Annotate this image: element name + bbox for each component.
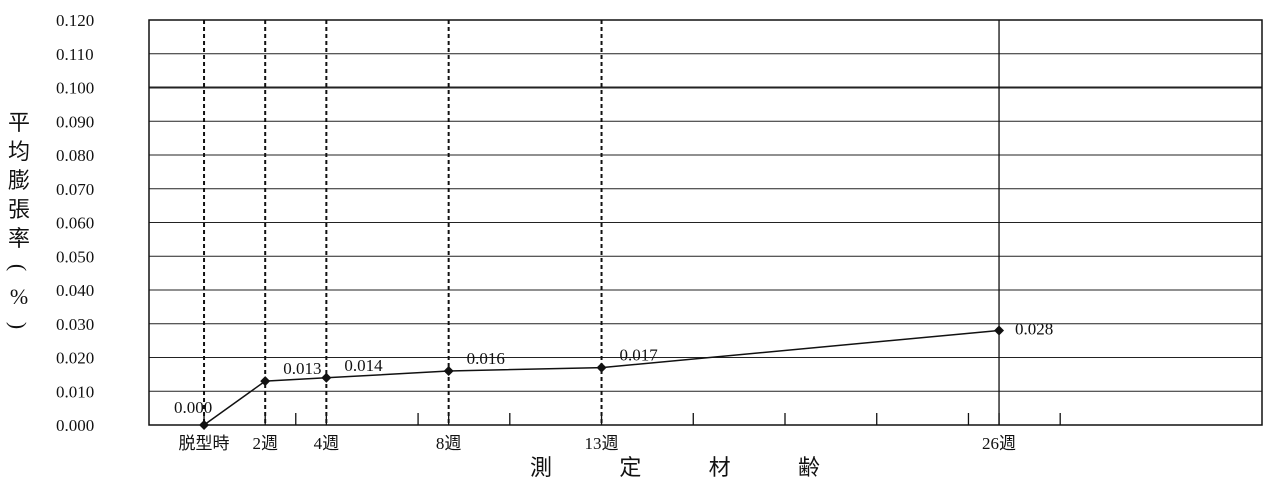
x-axis-label-char: 定 [619, 455, 642, 480]
x-tick-label: 脱型時 [179, 434, 230, 453]
y-axis-label-char: ( [6, 263, 32, 272]
data-point-marker [443, 366, 454, 376]
x-axis-label-char: 測 [530, 455, 553, 480]
y-axis-label-char: ) [6, 321, 32, 330]
data-label: 0.013 [283, 359, 321, 378]
x-axis-label: 測 定 材 齢 [530, 454, 820, 482]
y-axis-label-char: 均 [7, 139, 30, 164]
x-tick-label: 2週 [252, 434, 278, 453]
y-axis-label: 平 均 膨 張 率 ( % ) [6, 108, 32, 340]
x-tick-label: 13週 [585, 434, 619, 453]
data-point-marker [994, 325, 1005, 336]
data-point-marker [596, 362, 607, 373]
x-axis-label-char: 齢 [797, 455, 820, 480]
x-axis-label-char: 材 [708, 455, 731, 480]
y-tick-label: 0.010 [56, 382, 94, 401]
data-point-marker [260, 376, 271, 387]
x-tick-label: 4週 [314, 434, 340, 453]
y-tick-label: 0.030 [56, 315, 94, 334]
plot-frame [148, 19, 1263, 426]
data-label: 0.017 [620, 346, 659, 365]
data-point-marker [321, 372, 332, 383]
y-tick-label: 0.020 [56, 349, 94, 368]
y-tick-label: 0.040 [56, 281, 94, 300]
y-tick-label: 0.080 [56, 146, 94, 165]
y-tick-label: 0.050 [56, 247, 94, 266]
data-point-marker [199, 420, 210, 430]
x-minor-ticks [203, 413, 1061, 425]
x-tick-label: 26週 [982, 434, 1016, 453]
x-tick-label: 8週 [436, 434, 462, 453]
data-labels: 0.000 0.013 0.014 0.016 0.017 0.028 [174, 320, 1053, 418]
y-axis-label-char: 率 [7, 226, 30, 251]
y-tick-label: 0.100 [56, 79, 94, 98]
y-tick-label: 0.090 [56, 112, 94, 131]
y-tick-label: 0.070 [56, 180, 94, 199]
x-tick-labels: 脱型時 2週 4週 8週 13週 26週 [179, 434, 1016, 453]
y-axis-label-char: 平 [7, 110, 30, 135]
data-label: 0.016 [467, 349, 505, 368]
vertical-reference-lines [203, 20, 1000, 425]
data-points [199, 325, 1005, 430]
data-label: 0.028 [1015, 320, 1053, 339]
y-tick-label: 0.000 [56, 416, 94, 435]
y-axis-label-char: 張 [7, 197, 30, 222]
series-line-path [203, 329, 1000, 426]
y-tick-labels: 0.000 0.010 0.020 0.030 0.040 0.050 0.060 0.070… [56, 11, 94, 435]
y-tick-label: 0.120 [56, 11, 94, 30]
y-tick-label: 0.060 [56, 214, 94, 233]
y-axis-label-char: % [9, 284, 29, 309]
y-tick-label: 0.110 [56, 45, 94, 64]
data-label: 0.014 [344, 356, 383, 375]
series-line [203, 329, 1000, 426]
y-axis-label-char: 膨 [7, 168, 30, 193]
data-label: 0.000 [174, 398, 212, 417]
